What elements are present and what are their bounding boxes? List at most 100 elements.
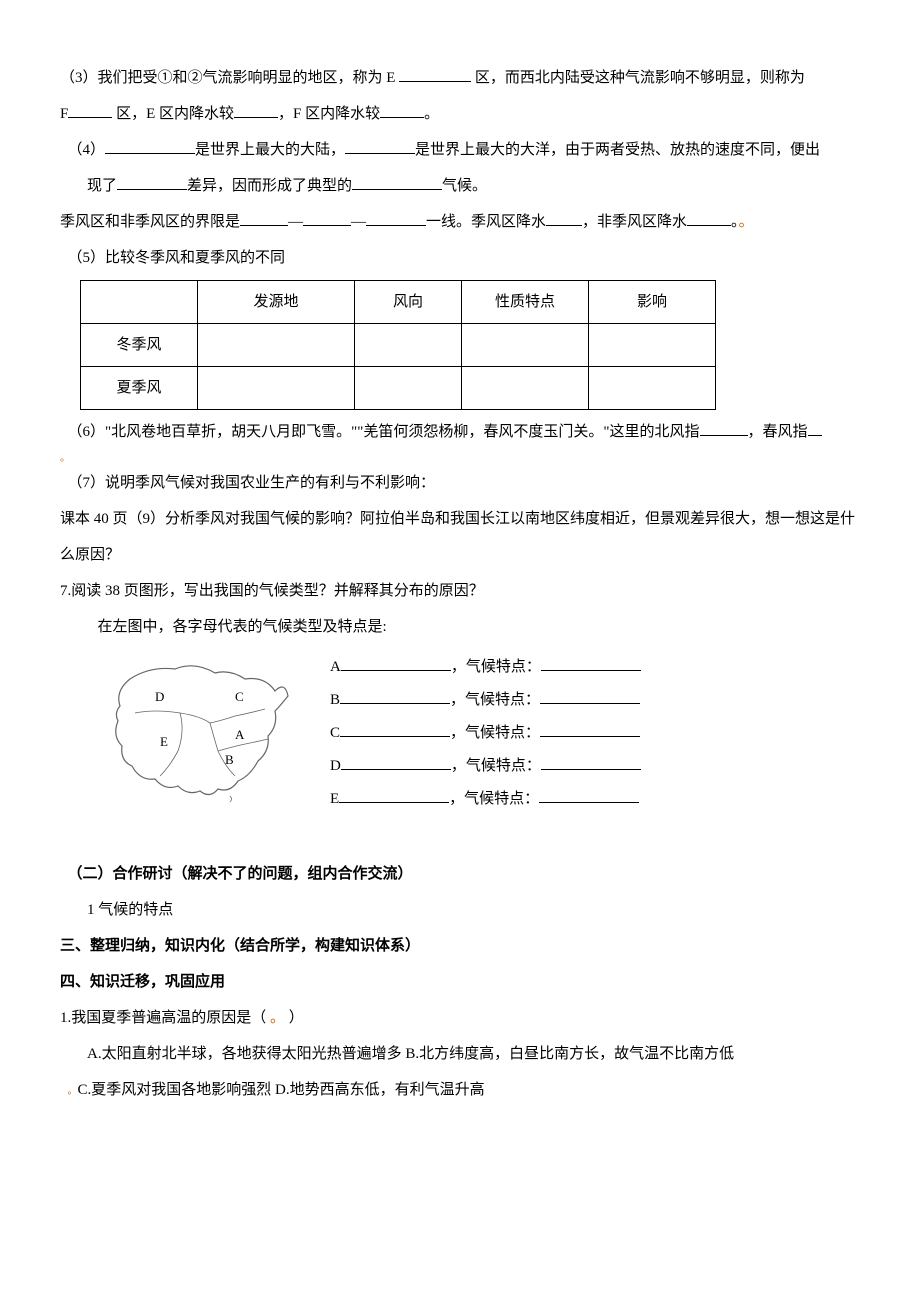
map-label-a: A xyxy=(235,727,245,742)
map-section: D E C A B A ，气候特点： B ，气候特点： C，气候特点： D ，气候特点… xyxy=(100,651,860,816)
q3-l2c: ，F 区内降水较 xyxy=(278,106,380,122)
sl-d2: — xyxy=(351,214,366,230)
climate-line: E ，气候特点： xyxy=(330,783,641,816)
blank[interactable] xyxy=(340,721,450,737)
blank[interactable] xyxy=(105,138,195,154)
cl-t: ，气候特点： xyxy=(450,692,540,708)
blank[interactable] xyxy=(341,754,451,770)
td[interactable] xyxy=(355,324,462,367)
climate-line: B ，气候特点： xyxy=(330,684,641,717)
cl-t: ，气候特点： xyxy=(451,758,541,774)
cl-t: ，气候特点： xyxy=(449,791,539,807)
china-outline xyxy=(116,666,288,795)
map-label-c: C xyxy=(235,689,244,704)
cl-t: ，气候特点： xyxy=(450,725,540,741)
th-blank xyxy=(81,281,198,324)
q3-line2: F 区，E 区内降水较，F 区内降水较。 xyxy=(60,96,860,132)
cl-l: E xyxy=(330,791,339,807)
blank[interactable] xyxy=(117,174,187,190)
sl-a: 季风区和非季风区的界限是 xyxy=(60,214,240,230)
blank[interactable] xyxy=(687,210,731,226)
table-row: 冬季风 xyxy=(81,324,716,367)
td-winter: 冬季风 xyxy=(81,324,198,367)
blank[interactable] xyxy=(541,655,641,671)
q3-l2a: F xyxy=(60,106,68,122)
blank[interactable] xyxy=(345,138,415,154)
map-border xyxy=(210,709,265,723)
blank[interactable] xyxy=(700,420,748,436)
q4-line1: （4）是世界上最大的大陆，是世界上最大的大洋，由于两者受热、放热的速度不同，便出 xyxy=(60,132,860,168)
td[interactable] xyxy=(589,367,716,410)
mc1-b-text: C.夏季风对我国各地影响强烈 D.地势西高东低，有利气温升高 xyxy=(78,1082,485,1098)
q6-line: （6）"北风卷地百草折，胡天八月即飞雪。""羌笛何须怨杨柳，春风不度玉门关。"这… xyxy=(60,414,860,450)
section-2: （二）合作研讨（解决不了的问题，组内合作交流） xyxy=(60,856,860,892)
blank[interactable] xyxy=(68,102,112,118)
blank[interactable] xyxy=(303,210,351,226)
sl-c: ，非季风区降水 xyxy=(582,214,687,230)
cl-l: B xyxy=(330,692,340,708)
blank[interactable] xyxy=(341,655,451,671)
section-4: 四、知识迁移，巩固应用 xyxy=(60,964,860,1000)
blank[interactable] xyxy=(546,210,582,226)
map-label-b: B xyxy=(225,752,234,767)
q3-l2b: 区，E 区内降水较 xyxy=(112,106,234,122)
q5: （5）比较冬季风和夏季风的不同 xyxy=(60,240,860,276)
td[interactable] xyxy=(198,367,355,410)
climate-line: A ，气候特点： xyxy=(330,651,641,684)
mc1-q: 1.我国夏季普遍高温的原因是（ 。 ） xyxy=(60,1000,860,1036)
monsoon-table: 发源地 风向 性质特点 影响 冬季风 夏季风 xyxy=(80,280,716,410)
blank[interactable] xyxy=(339,787,449,803)
section-3: 三、整理归纳，知识内化（结合所学，构建知识体系） xyxy=(60,928,860,964)
blank[interactable] xyxy=(540,688,640,704)
climate-line: D ，气候特点： xyxy=(330,750,641,783)
th-effect: 影响 xyxy=(589,281,716,324)
blank[interactable] xyxy=(541,754,641,770)
blank[interactable] xyxy=(340,688,450,704)
blank[interactable] xyxy=(808,420,822,436)
cl-t: ，气候特点： xyxy=(451,659,541,675)
blank[interactable] xyxy=(399,66,471,82)
climate-lines: A ，气候特点： B ，气候特点： C，气候特点： D ，气候特点： E ，气候特点： xyxy=(330,651,641,816)
map-label-e: E xyxy=(160,734,168,749)
book40: 课本 40 页（9）分析季风对我国气候的影响？阿拉伯半岛和我国长江以南地区纬度相… xyxy=(60,501,860,573)
mc1-a: A.太阳直射北半球，各地获得太阳光热普遍增多 B.北方纬度高，白昼比南方长，故气… xyxy=(60,1036,860,1072)
orange-dot: 。 xyxy=(68,1086,78,1097)
section-2-1: 1 气候的特点 xyxy=(60,892,860,928)
blank[interactable] xyxy=(539,787,639,803)
map-border xyxy=(135,711,210,723)
th-origin: 发源地 xyxy=(198,281,355,324)
cl-l: D xyxy=(330,758,341,774)
orange-dot: 。 xyxy=(739,214,754,230)
q4-l2c: 气候。 xyxy=(442,178,487,194)
blank[interactable] xyxy=(352,174,442,190)
spacer xyxy=(60,826,860,856)
td[interactable] xyxy=(462,324,589,367)
blank[interactable] xyxy=(380,102,424,118)
map-intro: 在左图中，各字母代表的气候类型及特点是: xyxy=(60,609,860,645)
orange-dot: 。 xyxy=(266,1010,289,1026)
climate-line: C，气候特点： xyxy=(330,717,641,750)
map-label-d: D xyxy=(155,689,164,704)
mc1-q2: ） xyxy=(289,1010,304,1026)
td[interactable] xyxy=(462,367,589,410)
q6-a: （6）"北风卷地百草折，胡天八月即飞雪。""羌笛何须怨杨柳，春风不度玉门关。"这… xyxy=(68,424,700,440)
q3-pre: （3）我们把受①和②气流影响明显的地区，称为 E xyxy=(60,70,399,86)
blank[interactable] xyxy=(240,210,288,226)
q6-b: ，春风指 xyxy=(748,424,808,440)
q4-l2b: 差异，因而形成了典型的 xyxy=(187,178,352,194)
td[interactable] xyxy=(355,367,462,410)
table-row: 夏季风 xyxy=(81,367,716,410)
sl-d: 。 xyxy=(731,214,739,230)
q4-line2: 现了差异，因而形成了典型的气候。 xyxy=(60,168,860,204)
island xyxy=(230,796,232,802)
cl-l: A xyxy=(330,659,341,675)
blank[interactable] xyxy=(540,721,640,737)
blank[interactable] xyxy=(234,102,278,118)
td[interactable] xyxy=(198,324,355,367)
season-line: 季风区和非季风区的界限是——一线。季风区降水，非季风区降水。。 xyxy=(60,204,860,240)
blank[interactable] xyxy=(366,210,426,226)
mc1-qtext: 1.我国夏季普遍高温的原因是（ xyxy=(60,1010,266,1026)
q3-mid1: 区，而西北内陆受这种气流影响不够明显，则称为 xyxy=(471,70,805,86)
td[interactable] xyxy=(589,324,716,367)
th-direction: 风向 xyxy=(355,281,462,324)
